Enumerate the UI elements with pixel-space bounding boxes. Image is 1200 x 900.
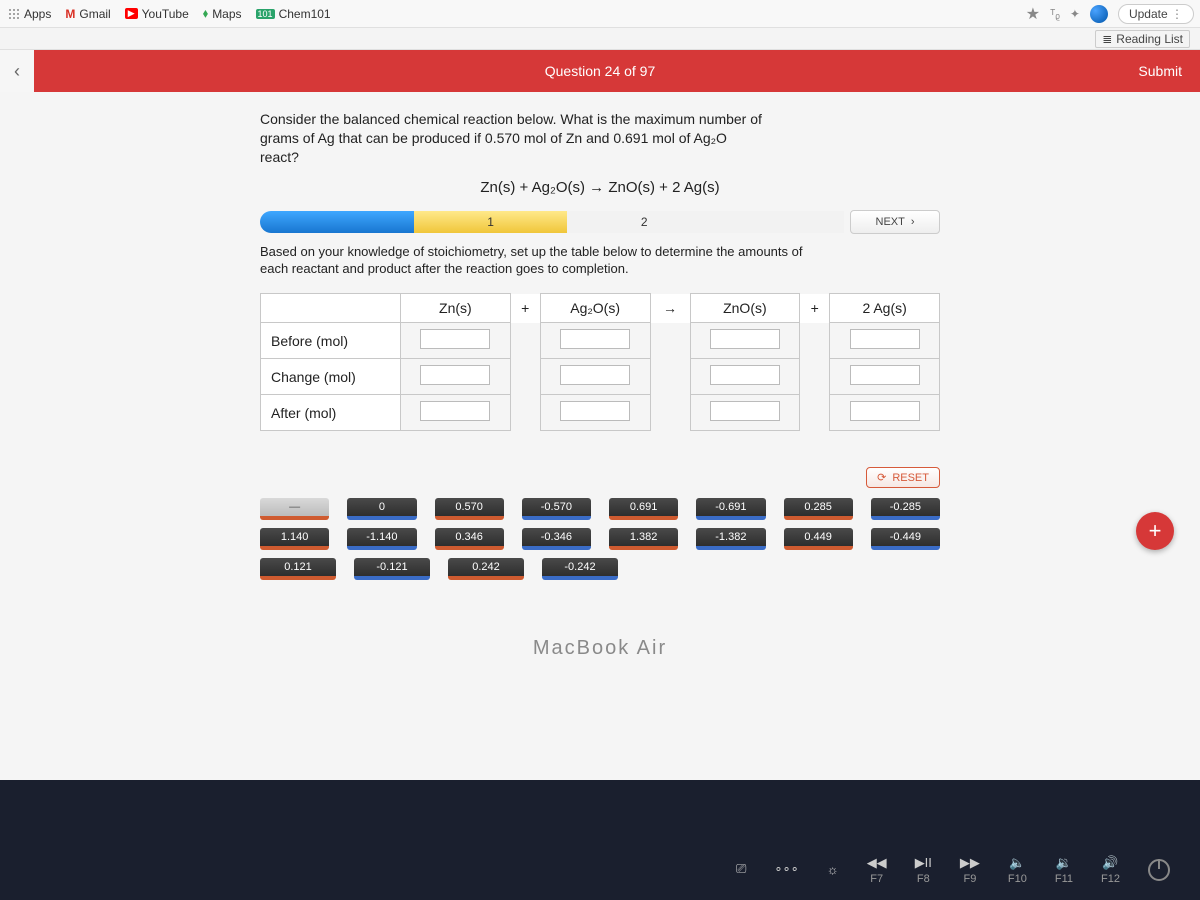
before-ag2o-input[interactable] xyxy=(560,329,630,349)
before-zn-input[interactable] xyxy=(420,329,490,349)
bookmark-label: YouTube xyxy=(142,7,189,21)
submit-button[interactable]: Submit xyxy=(1138,63,1182,79)
col-ag: 2 Ag(s) xyxy=(830,294,940,323)
value-chip[interactable]: -0.691 xyxy=(696,498,765,520)
chem101-icon: 101 xyxy=(256,9,275,19)
value-chip[interactable]: -0.346 xyxy=(522,528,591,550)
col-zno: ZnO(s) xyxy=(690,294,800,323)
reaction-equation: Zn(s) + Ag₂O(s) → ZnO(s) + 2 Ag(s) xyxy=(260,179,940,196)
apps-icon xyxy=(8,8,20,20)
bookmark-youtube[interactable]: ▶ YouTube xyxy=(125,7,189,21)
value-chip[interactable]: 0 xyxy=(347,498,416,520)
change-zno-input[interactable] xyxy=(710,365,780,385)
youtube-icon: ▶ xyxy=(125,8,138,19)
bookmark-chem101[interactable]: 101 Chem101 xyxy=(256,7,331,21)
value-chip[interactable]: — xyxy=(260,498,329,520)
value-chip[interactable]: 0.285 xyxy=(784,498,853,520)
value-chip[interactable]: -0.285 xyxy=(871,498,940,520)
avatar[interactable] xyxy=(1090,5,1108,23)
after-zno-input[interactable] xyxy=(710,401,780,421)
value-chip[interactable]: -0.570 xyxy=(522,498,591,520)
before-zno-input[interactable] xyxy=(710,329,780,349)
change-zn-input[interactable] xyxy=(420,365,490,385)
bookmark-label: Gmail xyxy=(79,7,110,21)
answer-chips: — 0 0.570 -0.570 0.691 -0.691 0.285 -0.285 1.14… xyxy=(0,494,1200,590)
value-chip[interactable]: 0.346 xyxy=(435,528,504,550)
row-before: Before (mol) xyxy=(261,323,401,359)
maps-icon: ⬧ xyxy=(203,6,208,21)
before-ag-input[interactable] xyxy=(850,329,920,349)
question-content: Consider the balanced chemical reaction … xyxy=(0,92,1200,451)
change-ag2o-input[interactable] xyxy=(560,365,630,385)
col-ag2o: Ag₂O(s) xyxy=(540,294,650,323)
next-button[interactable]: NEXT› xyxy=(850,210,940,234)
power-icon xyxy=(1148,859,1170,881)
value-chip[interactable]: 0.691 xyxy=(609,498,678,520)
bookmark-label: Maps xyxy=(212,7,241,21)
value-chip[interactable]: 0.121 xyxy=(260,558,336,580)
change-ag-input[interactable] xyxy=(850,365,920,385)
question-counter: Question 24 of 97 xyxy=(545,63,656,79)
translate-icon[interactable]: ᵀᵨ xyxy=(1050,7,1060,21)
update-button[interactable]: Update ⋮ xyxy=(1118,4,1194,24)
back-button[interactable]: ‹ xyxy=(0,50,34,92)
value-chip[interactable]: -0.242 xyxy=(542,558,618,580)
bookmark-gmail[interactable]: M Gmail xyxy=(65,7,110,21)
row-after: After (mol) xyxy=(261,395,401,431)
reading-list-button[interactable]: ≣Reading List xyxy=(1095,30,1190,48)
step-instructions: Based on your knowledge of stoichiometry… xyxy=(260,244,940,278)
reset-button[interactable]: ⟳RESET xyxy=(866,467,940,488)
value-chip[interactable]: 1.382 xyxy=(609,528,678,550)
value-chip[interactable]: 0.570 xyxy=(435,498,504,520)
row-change: Change (mol) xyxy=(261,359,401,395)
value-chip[interactable]: 0.242 xyxy=(448,558,524,580)
value-chip[interactable]: -1.382 xyxy=(696,528,765,550)
step-indicator: 1 2 NEXT› xyxy=(260,210,940,234)
value-chip[interactable]: -0.121 xyxy=(354,558,430,580)
step-1-label: 1 xyxy=(414,211,568,233)
star-icon[interactable]: ★ xyxy=(1026,4,1040,24)
add-fab[interactable]: + xyxy=(1136,512,1174,550)
bookmark-apps[interactable]: Apps xyxy=(8,7,51,21)
step-2-label[interactable]: 2 xyxy=(567,211,721,233)
after-zn-input[interactable] xyxy=(420,401,490,421)
extensions-icon[interactable]: ✦ xyxy=(1070,7,1080,21)
value-chip[interactable]: 0.449 xyxy=(784,528,853,550)
chevron-right-icon: › xyxy=(911,216,915,228)
bookmark-maps[interactable]: ⬧ Maps xyxy=(203,6,242,21)
after-ag2o-input[interactable] xyxy=(560,401,630,421)
refresh-icon: ⟳ xyxy=(877,471,886,484)
question-prompt: Consider the balanced chemical reaction … xyxy=(260,110,940,167)
app-header: ‹ Question 24 of 97 Submit xyxy=(0,50,1200,92)
bookmark-label: Chem101 xyxy=(279,7,331,21)
bookmarks-bar: Apps MGmail ▶YouTube ⬧Maps 101Chem101 ★ … xyxy=(0,0,1200,28)
keyboard-fn-row: ⎚ ∘∘∘ ☼ ◀◀F7▶IIF8▶▶F9🔈F10🔉F11🔊F12 xyxy=(0,840,1200,900)
after-ag-input[interactable] xyxy=(850,401,920,421)
value-chip[interactable]: 1.140 xyxy=(260,528,329,550)
list-icon: ≣ xyxy=(1102,32,1112,46)
value-chip[interactable]: -0.449 xyxy=(871,528,940,550)
value-chip[interactable]: -1.140 xyxy=(347,528,416,550)
reading-list-bar: ≣Reading List xyxy=(0,28,1200,50)
macbook-label: MacBook Air xyxy=(0,637,1200,660)
step-1[interactable] xyxy=(260,211,414,233)
gmail-icon: M xyxy=(65,7,75,21)
col-zn: Zn(s) xyxy=(401,294,511,323)
bookmark-label: Apps xyxy=(24,7,51,21)
stoichiometry-table: Zn(s) + Ag₂O(s) → ZnO(s) + 2 Ag(s) Befor… xyxy=(260,293,940,431)
